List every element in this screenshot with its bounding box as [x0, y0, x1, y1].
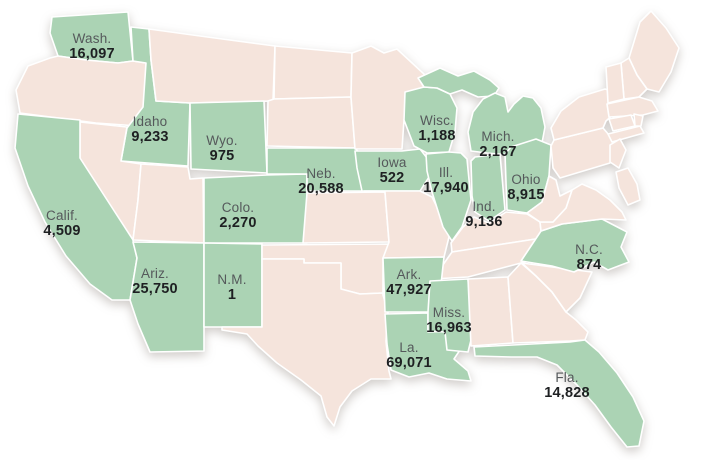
state-value-ind: 9,136 [465, 214, 502, 230]
state-value-wisc: 1,188 [418, 128, 455, 144]
state-value-wash: 16,097 [69, 46, 115, 62]
state-longisland [607, 125, 645, 143]
state-label-mich: Mich. [481, 129, 514, 144]
state-label-calif: Calif. [46, 208, 78, 223]
state-value-nc: 874 [577, 257, 602, 273]
state-value-wyo: 975 [210, 148, 235, 164]
state-value-calif: 4,509 [43, 223, 80, 239]
state-label-nc: N.C. [575, 242, 603, 257]
state-label-ark: Ark. [397, 267, 422, 282]
state-value-mich: 2,167 [479, 144, 516, 160]
state-sdak [266, 96, 356, 149]
state-value-ark: 47,927 [386, 282, 432, 298]
state-label-wisc: Wisc. [420, 113, 454, 128]
state-label-nebr: Neb. [306, 166, 335, 181]
state-colo [203, 173, 308, 244]
state-value-ill: 17,940 [423, 180, 469, 196]
state-label-wash: Wash. [73, 31, 112, 46]
state-value-colo: 2,270 [219, 215, 256, 231]
state-value-idaho: 9,233 [131, 129, 168, 145]
state-ma [606, 96, 659, 118]
state-value-iowa: 522 [380, 170, 405, 186]
state-mo [363, 190, 450, 259]
state-label-nm: N.M. [217, 272, 246, 287]
state-value-nm: 1 [228, 287, 236, 303]
state-label-missi: Miss. [433, 305, 466, 320]
state-label-ariz: Ariz. [141, 266, 169, 281]
state-value-fla: 14,828 [544, 385, 590, 401]
state-value-nebr: 20,588 [298, 181, 344, 197]
state-ind [470, 153, 506, 222]
state-ala [467, 276, 514, 347]
state-fla [473, 339, 645, 448]
state-label-ill: Ill. [439, 165, 453, 180]
state-label-fla: Fla. [555, 370, 578, 385]
state-calif [14, 113, 138, 301]
state-label-la: La. [399, 340, 418, 355]
state-kans [302, 191, 390, 244]
state-label-ind: Ind. [472, 199, 495, 214]
state-wva [526, 175, 573, 223]
state-label-ohio: Ohio [511, 172, 540, 187]
state-ri [633, 113, 644, 127]
state-label-iowa: Iowa [377, 155, 407, 170]
state-nj [609, 138, 627, 169]
state-delmarva [615, 167, 641, 206]
state-montana [148, 28, 276, 104]
state-utah [132, 163, 205, 244]
state-texas [221, 258, 392, 427]
state-value-missi: 16,963 [426, 320, 472, 336]
state-label-colo: Colo. [222, 200, 255, 215]
state-ndak [273, 45, 353, 100]
us-landmass [14, 10, 680, 448]
state-value-la: 69,071 [386, 355, 432, 371]
state-label-wyo: Wyo. [206, 133, 237, 148]
state-ariz [129, 241, 205, 353]
state-value-ariz: 25,750 [132, 281, 178, 297]
state-value-ohio: 8,915 [507, 187, 544, 203]
state-label-idaho: Idaho [133, 114, 168, 129]
state-vt [605, 62, 625, 104]
